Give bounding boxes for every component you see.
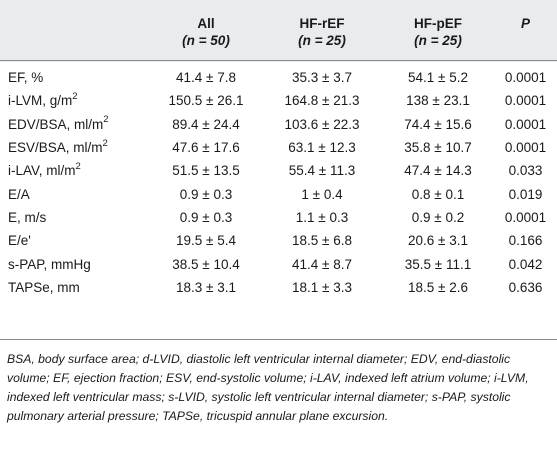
table-bottom-rule — [0, 339, 557, 340]
table-row: ESV/BSA, ml/m2 47.6 ± 17.6 63.1 ± 12.3 35.8… — [0, 136, 557, 159]
table-row: EF, % 41.4 ± 7.8 35.3 ± 3.7 54.1 ± 5.2 0.000… — [0, 62, 557, 90]
table-header: All HF-rEF HF-pEF P (n = 50) (n = 25) (n… — [0, 0, 557, 62]
table-row: E, m/s 0.9 ± 0.3 1.1 ± 0.3 0.9 ± 0.2 0.0001 — [0, 205, 557, 230]
row-label: s-PAP, mmHg — [0, 252, 150, 276]
cell-all: 18.3 ± 3.1 — [176, 279, 236, 295]
header-hfpef-n: (n = 25) — [414, 33, 462, 48]
row-label: EF, % — [0, 62, 150, 90]
cell-hfpef: 74.4 ± 15.6 — [382, 112, 494, 136]
table-footnote: BSA, body surface area; d-LVID, diastoli… — [7, 352, 529, 423]
cell-hfref: 164.8 ± 21.3 — [284, 93, 360, 109]
table-row: i-LVM, g/m2 150.5 ± 26.1 164.8 ± 21.3 138 ±… — [0, 89, 557, 112]
cell-p: 0.042 — [494, 252, 557, 276]
cell-hfref: 1.1 ± 0.3 — [262, 205, 382, 230]
cell-p: 0.019 — [508, 186, 543, 202]
header-blank — [0, 0, 150, 31]
table-row: E/e' 19.5 ± 5.4 18.5 ± 6.8 20.6 ± 3.1 0.166 — [0, 229, 557, 252]
cell-hfref: 103.6 ± 22.3 — [262, 112, 382, 136]
header-all: All — [150, 0, 262, 31]
cell-hfpef: 54.1 ± 5.2 — [382, 62, 494, 90]
cell-hfpef: 47.4 ± 14.3 — [382, 159, 494, 183]
table-row: TAPSe, mm 18.3 ± 3.1 18.1 ± 3.3 18.5 ± 2.6 0… — [0, 276, 557, 299]
header-p: P — [494, 0, 557, 31]
cell-hfref: 55.4 ± 11.3 — [262, 159, 382, 183]
cell-hfpef: 35.5 ± 11.1 — [382, 252, 494, 276]
table-body: EF, % 41.4 ± 7.8 35.3 ± 3.7 54.1 ± 5.2 0.000… — [0, 62, 557, 299]
row-label: E, m/s — [0, 205, 150, 230]
cell-hfpef: 35.8 ± 10.7 — [404, 140, 472, 156]
header-hfref-n: (n = 25) — [298, 33, 346, 48]
cell-hfpef: 138 ± 23.1 — [406, 93, 470, 109]
row-label: i-LVM, g/m2 — [8, 90, 78, 109]
data-table: All HF-rEF HF-pEF P (n = 50) (n = 25) (n… — [0, 0, 557, 299]
cell-all: 0.9 ± 0.3 — [150, 205, 262, 230]
header-all-n: (n = 50) — [182, 33, 230, 48]
cell-all: 38.5 ± 10.4 — [150, 252, 262, 276]
cell-hfpef: 18.5 ± 2.6 — [408, 279, 468, 295]
cell-p: 0.636 — [508, 279, 543, 295]
unit-superscript: 2 — [75, 160, 81, 172]
cell-all: 51.5 ± 13.5 — [150, 159, 262, 183]
unit-superscript: 2 — [102, 137, 108, 149]
cell-hfpef: 0.9 ± 0.2 — [382, 205, 494, 230]
cell-p: 0.0001 — [494, 62, 557, 90]
cell-p: 0.0001 — [504, 140, 547, 156]
table-row: EDV/BSA, ml/m2 89.4 ± 24.4 103.6 ± 22.3 74.… — [0, 112, 557, 136]
table-row: s-PAP, mmHg 38.5 ± 10.4 41.4 ± 8.7 35.5 ± 1… — [0, 252, 557, 276]
cell-p: 0.0001 — [504, 93, 547, 109]
row-label: E/e' — [8, 233, 31, 249]
row-label: E/A — [8, 186, 30, 202]
header-hfref: HF-rEF — [262, 0, 382, 31]
cell-all: 150.5 ± 26.1 — [168, 93, 244, 109]
cell-all: 89.4 ± 24.4 — [150, 112, 262, 136]
row-label: i-LAV, ml/m2 — [0, 159, 150, 183]
cell-all: 19.5 ± 5.4 — [176, 233, 236, 249]
cell-hfref: 41.4 ± 8.7 — [262, 252, 382, 276]
unit-superscript: 2 — [103, 114, 109, 126]
cell-all: 41.4 ± 7.8 — [150, 62, 262, 90]
cell-hfref: 18.1 ± 3.3 — [292, 279, 352, 295]
row-label: EDV/BSA, ml/m2 — [0, 112, 150, 136]
row-label: TAPSe, mm — [8, 279, 80, 295]
header-rule — [0, 60, 557, 61]
cell-hfref: 1 ± 0.4 — [301, 186, 343, 202]
cell-hfref: 63.1 ± 12.3 — [288, 140, 356, 156]
table-row: i-LAV, ml/m2 51.5 ± 13.5 55.4 ± 11.3 47.4 ±… — [0, 159, 557, 183]
cell-hfpef: 0.8 ± 0.1 — [411, 186, 465, 202]
cell-all: 47.6 ± 17.6 — [172, 140, 240, 156]
table-row: E/A 0.9 ± 0.3 1 ± 0.4 0.8 ± 0.1 0.019 — [0, 182, 557, 205]
cell-hfref: 35.3 ± 3.7 — [262, 62, 382, 90]
cell-p: 0.0001 — [494, 112, 557, 136]
unit-superscript: 2 — [72, 90, 78, 102]
cell-p: 0.033 — [494, 159, 557, 183]
cell-p: 0.0001 — [494, 205, 557, 230]
row-label: ESV/BSA, ml/m2 — [8, 137, 108, 156]
cell-hfpef: 20.6 ± 3.1 — [408, 233, 468, 249]
cell-all: 0.9 ± 0.3 — [179, 186, 233, 202]
header-hfpef: HF-pEF — [382, 0, 494, 31]
cell-hfref: 18.5 ± 6.8 — [292, 233, 352, 249]
cell-p: 0.166 — [508, 233, 543, 249]
